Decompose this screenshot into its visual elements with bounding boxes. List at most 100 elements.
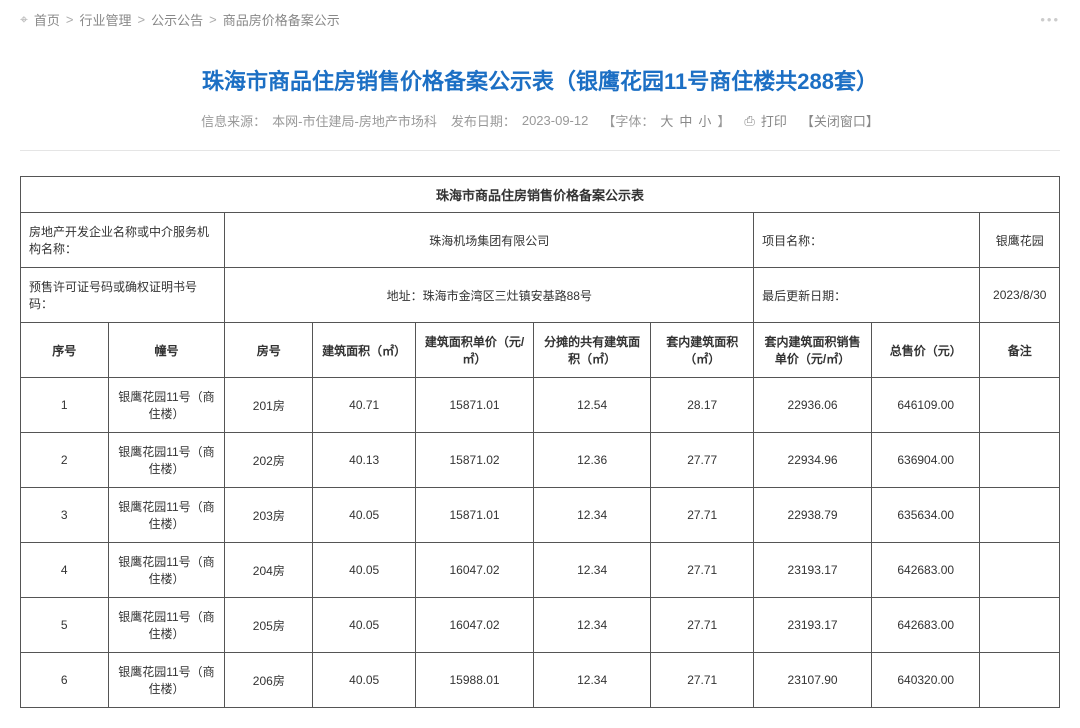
cell-share: 12.34 — [533, 543, 650, 598]
cell-room: 202房 — [225, 433, 313, 488]
cell-total: 642683.00 — [871, 598, 979, 653]
font-close: 】 — [717, 111, 730, 130]
update-value: 2023/8/30 — [980, 268, 1060, 323]
font-small[interactable]: 小 — [698, 111, 711, 130]
col-uprice: 建筑面积单价（元/㎡） — [416, 323, 534, 378]
cell-share: 12.34 — [533, 653, 650, 708]
cell-share: 12.54 — [533, 378, 650, 433]
cell-share: 12.36 — [533, 433, 650, 488]
cell-area: 40.05 — [313, 543, 416, 598]
breadcrumb: ⌖ 首页 > 行业管理 > 公示公告 > 商品房价格备案公示 — [0, 0, 1080, 39]
cell-uprice: 16047.02 — [416, 598, 534, 653]
col-inner: 套内建筑面积（㎡） — [651, 323, 754, 378]
crumb-sep: > — [66, 12, 74, 27]
cell-iup: 23193.17 — [754, 543, 872, 598]
table-row: 2银鹰花园11号（商住楼）202房40.1315871.0212.3627.77… — [21, 433, 1060, 488]
crumb-sep: > — [138, 12, 146, 27]
cell-iup: 23107.90 — [754, 653, 872, 708]
col-total: 总售价（元） — [871, 323, 979, 378]
price-table: 珠海市商品住房销售价格备案公示表 房地产开发企业名称或中介服务机构名称： 珠海机… — [20, 176, 1060, 708]
dev-label: 房地产开发企业名称或中介服务机构名称： — [21, 213, 225, 268]
crumb-l1[interactable]: 行业管理 — [80, 10, 132, 29]
print-button[interactable]: 打印 — [761, 111, 787, 130]
meta-line: 信息来源： 本网-市住建局-房地产市场科 发布日期： 2023-09-12 【字… — [0, 111, 1080, 150]
cell-iup: 23193.17 — [754, 598, 872, 653]
cell-seq: 1 — [21, 378, 109, 433]
col-note: 备注 — [980, 323, 1060, 378]
cell-area: 40.13 — [313, 433, 416, 488]
table-row: 4银鹰花园11号（商住楼）204房40.0516047.0212.3427.71… — [21, 543, 1060, 598]
proj-label: 项目名称： — [754, 213, 980, 268]
cell-room: 205房 — [225, 598, 313, 653]
cell-seq: 5 — [21, 598, 109, 653]
col-bldg: 幢号 — [108, 323, 225, 378]
cell-inner: 28.17 — [651, 378, 754, 433]
cell-uprice: 15871.02 — [416, 433, 534, 488]
cell-area: 40.05 — [313, 653, 416, 708]
crumb-sep: > — [209, 12, 217, 27]
cell-total: 646109.00 — [871, 378, 979, 433]
addr-value: 地址：珠海市金湾区三灶镇安基路88号 — [225, 268, 754, 323]
pubdate-value: 2023-09-12 — [522, 113, 589, 128]
cell-bldg: 银鹰花园11号（商住楼） — [108, 378, 225, 433]
col-room: 房号 — [225, 323, 313, 378]
cell-inner: 27.71 — [651, 543, 754, 598]
font-large[interactable]: 大 — [660, 111, 673, 130]
update-label: 最后更新日期： — [754, 268, 980, 323]
cell-inner: 27.71 — [651, 488, 754, 543]
crumb-l2[interactable]: 公示公告 — [151, 10, 203, 29]
cell-bldg: 银鹰花园11号（商住楼） — [108, 653, 225, 708]
table-caption: 珠海市商品住房销售价格备案公示表 — [21, 177, 1060, 213]
cell-note — [980, 488, 1060, 543]
dev-value: 珠海机场集团有限公司 — [225, 213, 754, 268]
col-share: 分摊的共有建筑面积（㎡） — [533, 323, 650, 378]
cell-inner: 27.71 — [651, 598, 754, 653]
table-row: 5银鹰花园11号（商住楼）205房40.0516047.0212.3427.71… — [21, 598, 1060, 653]
close-window[interactable]: 【关闭窗口】 — [801, 111, 879, 130]
cell-bldg: 银鹰花园11号（商住楼） — [108, 488, 225, 543]
cell-uprice: 15871.01 — [416, 378, 534, 433]
cell-uprice: 15988.01 — [416, 653, 534, 708]
cell-iup: 22936.06 — [754, 378, 872, 433]
crumb-l3[interactable]: 商品房价格备案公示 — [223, 10, 340, 29]
cell-area: 40.05 — [313, 598, 416, 653]
table-row: 6银鹰花园11号（商住楼）206房40.0515988.0112.3427.71… — [21, 653, 1060, 708]
font-label: 【字体： — [602, 111, 654, 130]
cell-inner: 27.71 — [651, 653, 754, 708]
cell-total: 640320.00 — [871, 653, 979, 708]
cell-uprice: 16047.02 — [416, 543, 534, 598]
cell-note — [980, 378, 1060, 433]
cell-room: 201房 — [225, 378, 313, 433]
table-row: 1银鹰花园11号（商住楼）201房40.7115871.0112.5428.17… — [21, 378, 1060, 433]
cell-total: 635634.00 — [871, 488, 979, 543]
location-icon: ⌖ — [20, 11, 28, 28]
font-medium[interactable]: 中 — [679, 111, 692, 130]
crumb-home[interactable]: 首页 — [34, 10, 60, 29]
cell-area: 40.05 — [313, 488, 416, 543]
more-icon[interactable]: ••• — [1040, 12, 1060, 27]
col-seq: 序号 — [21, 323, 109, 378]
cell-bldg: 银鹰花园11号（商住楼） — [108, 543, 225, 598]
cell-iup: 22934.96 — [754, 433, 872, 488]
cell-uprice: 15871.01 — [416, 488, 534, 543]
cell-share: 12.34 — [533, 598, 650, 653]
cell-room: 204房 — [225, 543, 313, 598]
cell-note — [980, 543, 1060, 598]
divider — [20, 150, 1060, 151]
cell-total: 636904.00 — [871, 433, 979, 488]
pubdate-label: 发布日期： — [451, 111, 516, 130]
cell-seq: 6 — [21, 653, 109, 708]
cell-inner: 27.77 — [651, 433, 754, 488]
cell-seq: 4 — [21, 543, 109, 598]
cell-share: 12.34 — [533, 488, 650, 543]
cell-area: 40.71 — [313, 378, 416, 433]
cert-label: 预售许可证号码或确权证明书号码： — [21, 268, 225, 323]
cell-note — [980, 433, 1060, 488]
source-label: 信息来源： — [201, 111, 266, 130]
proj-value: 银鹰花园 — [980, 213, 1060, 268]
cell-room: 203房 — [225, 488, 313, 543]
print-icon: ⎙ — [744, 113, 754, 129]
cell-bldg: 银鹰花园11号（商住楼） — [108, 433, 225, 488]
cell-note — [980, 653, 1060, 708]
cell-room: 206房 — [225, 653, 313, 708]
